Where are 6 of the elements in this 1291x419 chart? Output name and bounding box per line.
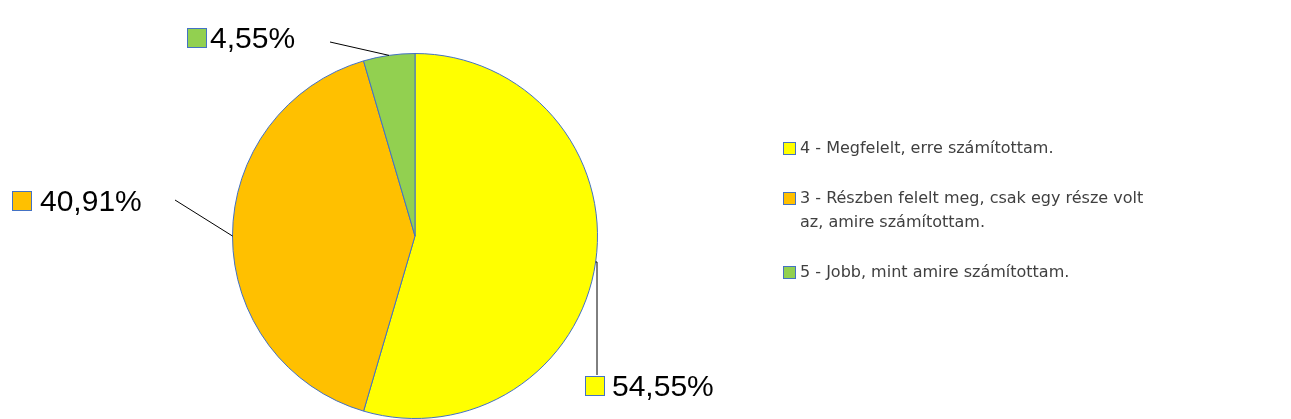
data-label: 40,91% bbox=[40, 184, 142, 218]
legend-label: 4 - Megfelelt, erre számítottam. bbox=[800, 136, 1054, 159]
data-label: 54,55% bbox=[612, 369, 714, 403]
legend-label: 5 - Jobb, mint amire számítottam. bbox=[800, 260, 1070, 283]
data-label: 4,55% bbox=[210, 21, 296, 55]
legend-label: 3 - Részben felelt meg, csak egy része volt az, amire számítottam. bbox=[800, 186, 1145, 233]
